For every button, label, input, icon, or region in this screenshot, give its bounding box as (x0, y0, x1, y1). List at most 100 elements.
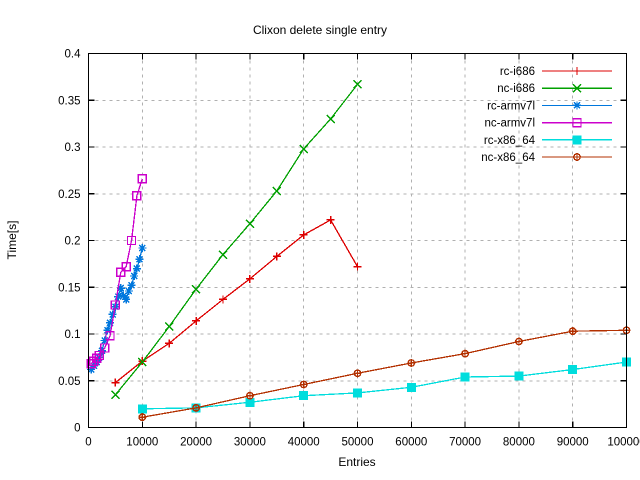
data-point-marker (191, 284, 201, 294)
data-point-marker (94, 350, 104, 361)
data-point-marker (135, 255, 144, 264)
data-point-marker (89, 356, 99, 366)
data-point-marker (137, 357, 147, 367)
data-point-marker (110, 390, 120, 400)
data-point-marker (573, 153, 581, 161)
data-point-marker (573, 101, 581, 110)
x-tick-label: 70000 (449, 437, 481, 449)
data-point-marker (514, 337, 523, 346)
legend-label: rc-x86_64 (484, 135, 536, 147)
data-point-marker (353, 262, 362, 271)
data-point-marker (219, 295, 227, 304)
data-point-marker (299, 144, 309, 154)
data-point-marker (353, 388, 362, 398)
data-point-marker (126, 235, 137, 246)
data-point-marker (192, 316, 201, 325)
data-point-marker (110, 300, 121, 310)
data-point-marker (137, 404, 147, 414)
y-axis-label: Time[s] (5, 221, 19, 260)
data-point-marker (138, 243, 147, 252)
data-point-marker (272, 252, 281, 261)
data-point-marker (514, 371, 524, 381)
data-point-marker (121, 261, 131, 272)
x-tick-label: 30000 (234, 437, 266, 449)
chart-title: Clixon delete single entry (253, 23, 387, 37)
y-tick-label: 0.15 (58, 282, 80, 294)
data-point-marker (326, 215, 335, 224)
legend-entry-nc-i686: nc-i686 (497, 83, 612, 95)
x-tick-label: 40000 (288, 437, 320, 449)
chart-legend: rc-i686 nc-i686 rc-armv7l nc-armv7l rc-x86_6… (481, 66, 612, 164)
x-tick-label: 0 (85, 437, 91, 449)
data-point-marker (245, 219, 255, 229)
x-tick-label: 60000 (395, 437, 427, 449)
y-tick-label: 0.1 (65, 329, 81, 341)
data-point-marker (568, 327, 577, 336)
data-point-marker (138, 413, 147, 422)
data-point-marker (406, 382, 416, 392)
data-point-marker (245, 274, 254, 283)
legend-label: nc-i686 (497, 83, 535, 95)
x-tick-label: 20000 (180, 437, 212, 449)
data-point-marker (407, 358, 416, 367)
data-point-marker (572, 135, 582, 145)
data-point-marker (105, 331, 115, 341)
data-point-marker (572, 83, 582, 93)
data-point-marker (272, 186, 282, 196)
y-axis-ticks: 0 0.05 0.1 0.15 0.2 0.25 0.3 0.35 0.4 (58, 49, 627, 435)
data-point-marker (137, 174, 148, 184)
legend-entry-rc-i686: rc-i686 (500, 66, 612, 78)
data-point-marker (461, 349, 470, 358)
data-point-marker (218, 250, 228, 260)
x-tick-label: 90000 (557, 437, 589, 449)
data-point-marker (130, 272, 139, 281)
legend-entry-rc-x86_64: rc-x86_64 (484, 135, 612, 147)
y-tick-label: 0.4 (65, 49, 82, 61)
data-series-layer (86, 79, 631, 422)
y-tick-label: 0.05 (58, 376, 80, 388)
data-point-marker (568, 365, 578, 375)
data-point-marker (460, 372, 470, 382)
x-tick-label: 80000 (503, 437, 535, 449)
data-point-marker (326, 114, 336, 124)
legend-label: rc-armv7l (487, 100, 535, 112)
y-tick-label: 0.3 (65, 142, 81, 154)
data-point-marker (572, 117, 582, 128)
legend-entry-nc-x86_64: nc-x86_64 (481, 152, 612, 164)
data-point-marker (245, 391, 254, 400)
data-point-marker (164, 322, 174, 332)
y-tick-label: 0.25 (58, 189, 80, 201)
data-point-marker (573, 67, 581, 75)
data-point-marker (127, 281, 136, 290)
legend-label: rc-i686 (500, 66, 535, 78)
y-tick-label: 0 (74, 423, 80, 435)
series-nc-i686 (110, 79, 362, 400)
data-point-marker (91, 353, 102, 364)
x-axis-ticks: 0 10000 20000 30000 40000 50000 60000 70000 8000… (85, 53, 640, 449)
data-point-marker (111, 378, 120, 387)
legend-entry-rc-armv7l: rc-armv7l (487, 100, 612, 112)
data-point-marker (299, 391, 309, 401)
plot-frame (87, 52, 628, 429)
x-axis-label: Entries (338, 455, 375, 469)
legend-label: nc-armv7l (485, 118, 535, 130)
data-point-marker (192, 403, 201, 412)
y-tick-label: 0.35 (58, 95, 80, 107)
data-point-marker (299, 380, 308, 389)
data-point-marker (116, 267, 126, 277)
data-point-marker (132, 264, 141, 273)
data-point-marker (353, 79, 362, 89)
data-point-marker (165, 339, 174, 348)
x-tick-label: 100000 (607, 437, 640, 449)
legend-label: nc-x86_64 (481, 152, 535, 164)
series-nc-armv7l (86, 174, 148, 369)
x-tick-label: 10000 (126, 437, 158, 449)
y-tick-label: 0.2 (65, 236, 81, 248)
data-point-marker (99, 343, 110, 353)
data-point-marker (299, 230, 308, 239)
grid-lines (88, 53, 627, 428)
data-point-marker (353, 369, 362, 378)
data-point-marker (86, 359, 96, 369)
